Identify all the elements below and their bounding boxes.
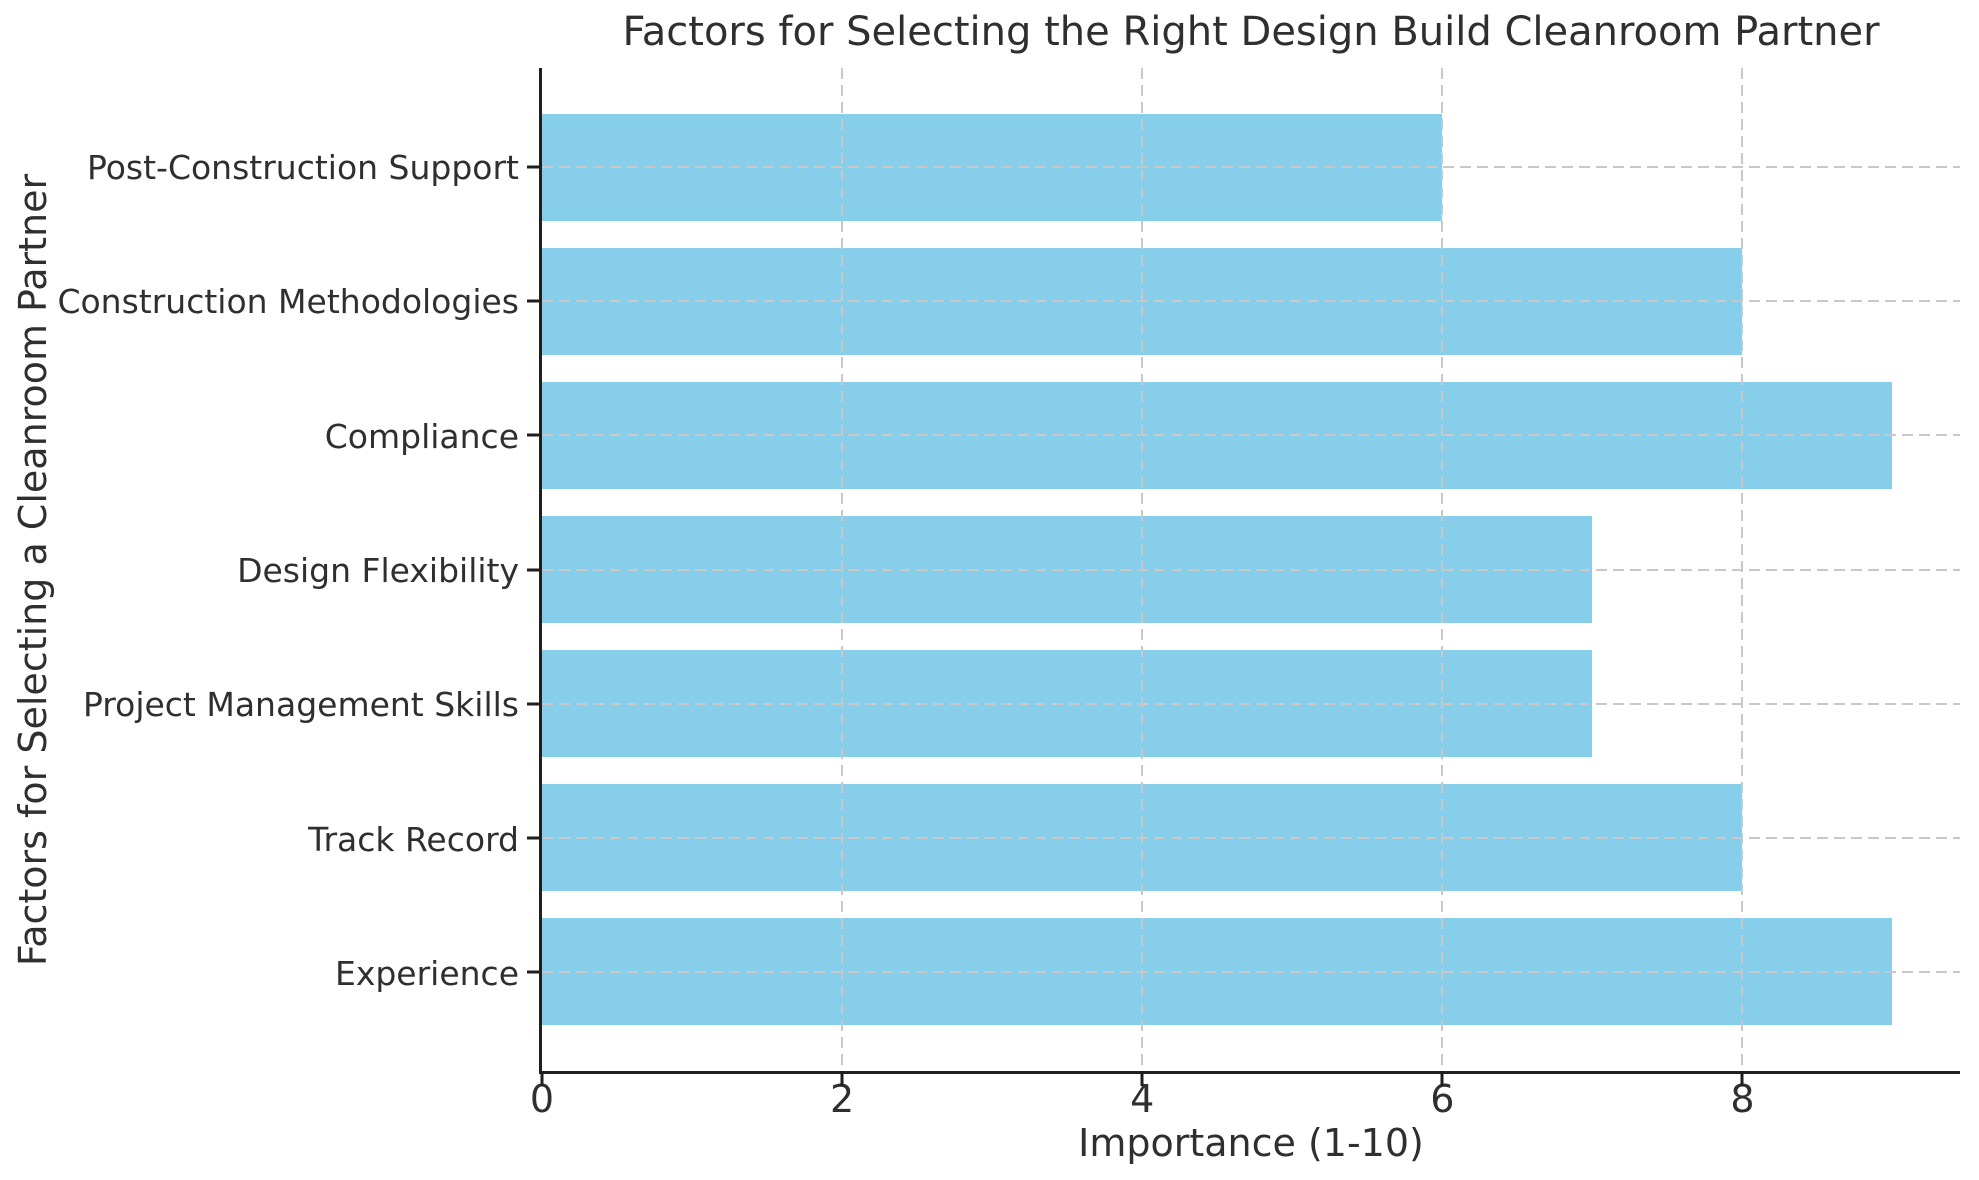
x-tick-mark	[1740, 1074, 1744, 1086]
gridline-horizontal	[542, 568, 1960, 571]
gridline-horizontal	[542, 836, 1960, 839]
gridline-horizontal	[542, 166, 1960, 169]
y-tick-label: Project Management Skills	[82, 685, 519, 725]
y-tick-mark	[527, 433, 539, 437]
x-tick-mark	[840, 1074, 844, 1086]
gridline-horizontal	[542, 970, 1960, 973]
y-tick-label: Compliance	[324, 416, 519, 456]
x-tick-mark	[1440, 1074, 1444, 1086]
y-tick-label: Design Flexibility	[237, 551, 519, 590]
y-tick-mark	[527, 702, 539, 706]
y-tick-mark	[527, 165, 539, 169]
y-tick-labels: Post-Construction Support Construction Me…	[0, 68, 519, 1074]
gridline-horizontal	[542, 300, 1960, 303]
y-tick-mark	[527, 299, 539, 303]
y-tick-label: Track Record	[308, 819, 519, 859]
y-tick-label: Post-Construction Support	[86, 147, 519, 187]
x-axis-label: Importance (1-10)	[1078, 1121, 1424, 1165]
x-tick-mark	[1140, 1074, 1144, 1086]
y-tick-mark	[527, 836, 539, 840]
chart-title: Factors for Selecting the Right Design B…	[622, 9, 1880, 55]
y-tick-label: Construction Methodologies	[57, 282, 519, 322]
x-tick-mark	[540, 1074, 544, 1086]
plot-area	[527, 68, 1960, 1086]
y-tick-mark	[527, 970, 539, 974]
gridline-horizontal	[542, 434, 1960, 437]
y-tick-label: Experience	[334, 954, 519, 994]
gridline-horizontal	[542, 702, 1960, 705]
y-tick-mark	[527, 568, 539, 571]
